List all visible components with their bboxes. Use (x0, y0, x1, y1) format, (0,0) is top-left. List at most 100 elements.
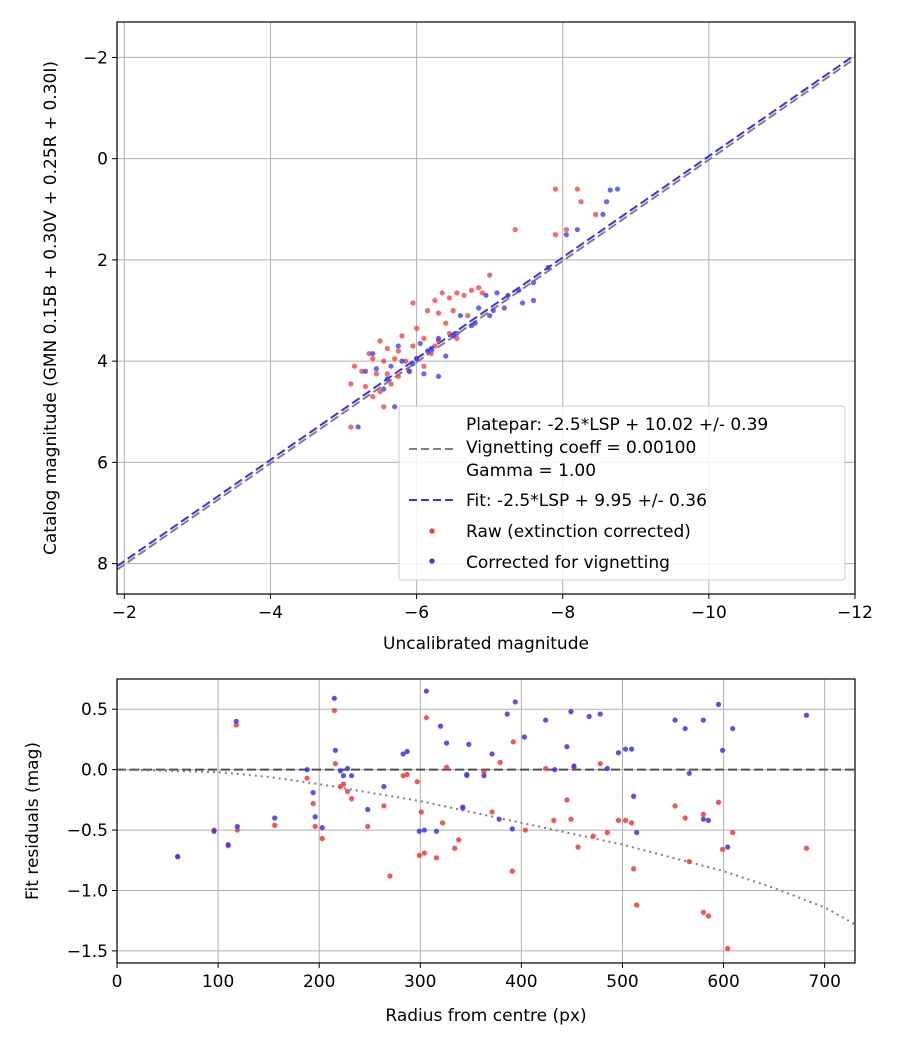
corrected-point (433, 828, 440, 834)
raw-point (234, 827, 240, 833)
raw-point (413, 325, 420, 331)
raw-point (421, 363, 427, 369)
raw-point (509, 868, 515, 874)
raw-point (575, 844, 581, 850)
corrected-point (483, 292, 489, 298)
corrected-point (494, 290, 500, 296)
legend-gamma-label: Gamma = 1.00 (466, 461, 596, 481)
corrected-point (730, 725, 736, 732)
raw-point (384, 371, 390, 377)
fit-line (116, 54, 856, 567)
x-tick-label: 300 (404, 972, 436, 992)
raw-point (450, 307, 456, 314)
raw-point (564, 797, 570, 803)
x-tick-label: 100 (202, 972, 234, 992)
raw-point (552, 232, 559, 238)
residuals-plot-frame (116, 678, 856, 964)
y-tick-label: 0.0 (81, 761, 108, 781)
corrected-point (530, 297, 537, 304)
corrected-point (450, 333, 456, 339)
corrected-point (574, 226, 580, 233)
raw-point (700, 811, 706, 817)
corrected-point (468, 323, 474, 329)
corrected-point (344, 765, 351, 772)
corrected-point (381, 386, 387, 392)
corrected-point (509, 826, 515, 832)
raw-point (392, 356, 398, 362)
corrected-point (725, 844, 731, 850)
calibration-plot-frame (116, 21, 856, 595)
raw-point (312, 823, 318, 830)
y-tick-label: −1.5 (67, 942, 108, 962)
corrected-point (404, 748, 410, 755)
y-tick-label: 6 (97, 453, 108, 473)
corrected-point (340, 773, 347, 779)
raw-point (388, 381, 394, 387)
corrected-point (607, 187, 613, 193)
corrected-point (719, 747, 726, 753)
corrected-point (175, 854, 181, 860)
raw-point (522, 827, 529, 833)
raw-point (443, 320, 449, 326)
corrected-point (682, 725, 688, 732)
corrected-point (628, 746, 635, 752)
raw-point (551, 817, 557, 823)
corrected-point (370, 350, 376, 357)
raw-point (410, 300, 416, 306)
corrected-point (571, 763, 577, 769)
raw-point (454, 290, 460, 296)
corrected-point (365, 806, 371, 813)
raw-point (404, 771, 410, 778)
corrected-point (504, 711, 510, 717)
legend-corrected-marker (429, 558, 435, 564)
legend: Platepar: -2.5*LSP + 10.02 +/- 0.39 Vign… (398, 405, 846, 581)
raw-point (497, 759, 503, 765)
legend-raw-label: Raw (extinction corrected) (466, 522, 691, 542)
x-tick-label: −8 (550, 603, 575, 623)
corrected-point (519, 300, 526, 306)
corrected-point (211, 828, 217, 834)
corrected-point (373, 366, 379, 372)
corrected-point (700, 717, 706, 723)
corrected-point (395, 343, 401, 349)
raw-point (272, 822, 278, 828)
corrected-point (312, 814, 318, 820)
raw-point (410, 343, 416, 349)
raw-point (443, 764, 450, 770)
y-tick-label: 0.5 (81, 700, 108, 720)
raw-point (439, 290, 445, 296)
raw-point (803, 845, 810, 851)
raw-point (331, 707, 337, 714)
raw-point (574, 186, 580, 192)
raw-point (423, 715, 429, 721)
raw-point (366, 350, 372, 357)
corrected-point (543, 717, 549, 723)
corrected-point (417, 340, 423, 347)
corrected-point (435, 373, 442, 379)
raw-point (348, 381, 354, 387)
corrected-point (362, 368, 369, 374)
corrected-point (496, 816, 502, 822)
raw-point (344, 788, 351, 794)
raw-point (682, 815, 688, 821)
corrected-point (428, 345, 434, 352)
raw-point (319, 835, 325, 842)
raw-point (465, 312, 471, 319)
raw-point (395, 373, 401, 379)
raw-point (377, 388, 383, 395)
raw-point (421, 335, 427, 341)
platepar-line (116, 57, 856, 571)
legend-box (398, 405, 846, 581)
raw-point (351, 363, 358, 369)
raw-point (552, 186, 559, 192)
raw-point (381, 803, 387, 809)
x-tick-label: −6 (404, 603, 429, 623)
corrected-point (490, 307, 496, 314)
corrected-point (530, 280, 537, 286)
raw-point (686, 858, 692, 865)
corrected-point (410, 361, 416, 367)
corrected-point (672, 717, 678, 723)
raw-point (348, 424, 354, 430)
x-tick-label: 500 (606, 972, 638, 992)
